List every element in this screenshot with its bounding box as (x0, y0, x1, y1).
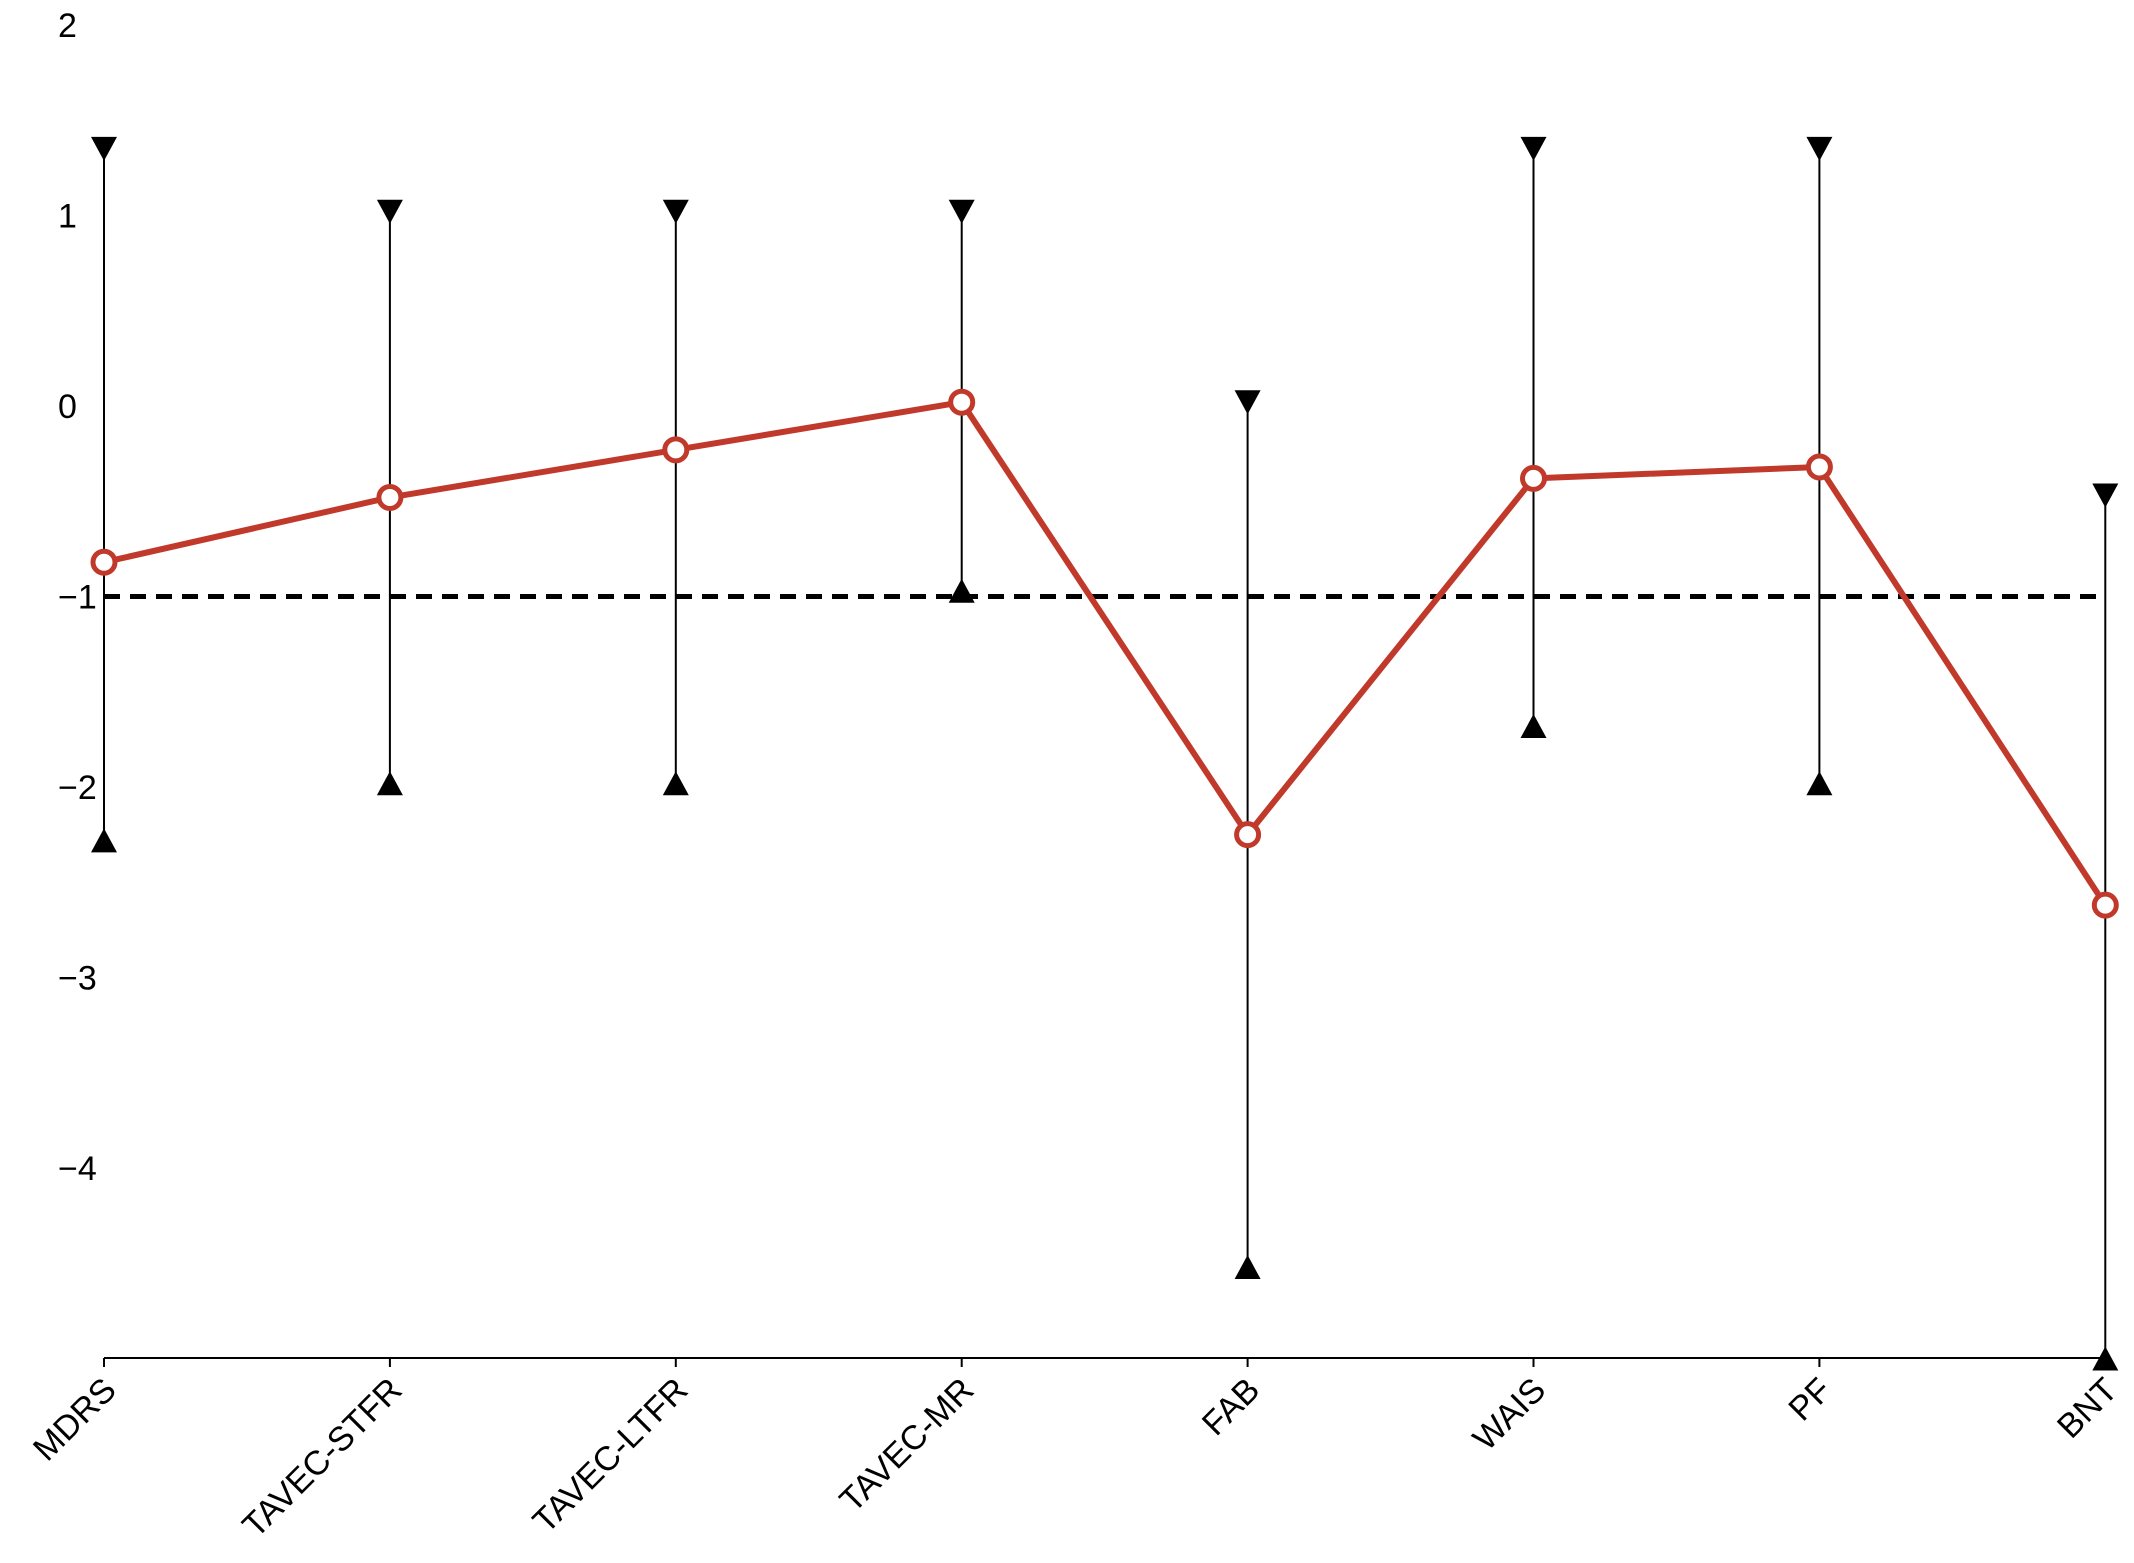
y-tick-label: 2 (58, 7, 77, 45)
error-bars (91, 136, 2119, 1371)
x-tick-label: BNT (2050, 1371, 2125, 1446)
error-bar-upper-cap (2092, 483, 2119, 508)
error-bar-lower-cap (662, 771, 689, 796)
error-bar-lower-cap (1806, 771, 1833, 796)
x-tick-label: TAVEC-MR (832, 1371, 981, 1520)
x-axis (103, 1357, 2107, 1367)
data-point (1805, 453, 1833, 481)
y-tick-label: 0 (58, 388, 77, 426)
y-tick-label: −1 (58, 579, 97, 617)
data-point (1520, 464, 1547, 492)
data-point (662, 436, 690, 464)
error-bar-upper-cap (948, 199, 975, 224)
x-tick-label: TAVEC-STFR (235, 1371, 409, 1545)
y-tick-label: −4 (58, 1150, 97, 1188)
series-layer (90, 388, 2119, 919)
data-point (1234, 821, 1262, 849)
x-tick-label: FAB (1195, 1371, 1267, 1443)
error-bar-lower-cap (1520, 714, 1547, 739)
y-tick-label: −2 (58, 769, 97, 807)
data-point (376, 483, 404, 511)
series-line (103, 399, 2108, 907)
x-tick-label: WAIS (1466, 1371, 1553, 1458)
error-bar-upper-cap (91, 136, 117, 161)
x-tick-label: TAVEC-LTFR (526, 1371, 696, 1541)
y-axis-labels: 2 1 0 −1 −2 −3 −4 (58, 7, 97, 1188)
x-tick-label: PF (1781, 1371, 1839, 1429)
y-tick-label: 1 (58, 198, 77, 236)
x-tick-label: MDRS (26, 1371, 124, 1469)
error-bar-upper-cap (662, 199, 689, 224)
x-axis-labels: MDRS TAVEC-STFR TAVEC-LTFR TAVEC-MR FAB WAIS P… (26, 1371, 2125, 1545)
y-tick-label: −3 (58, 960, 97, 998)
error-bar-upper-cap (1520, 136, 1547, 161)
error-bar-lower-cap (376, 771, 403, 796)
error-bar-lower-cap (948, 578, 975, 603)
data-point (948, 388, 976, 416)
error-bar-upper-cap (1806, 136, 1833, 161)
error-bar-upper-cap (1234, 390, 1261, 415)
error-bar-lower-cap (1234, 1255, 1261, 1280)
data-point (90, 548, 118, 576)
data-point (2091, 891, 2119, 919)
error-bar-upper-cap (376, 199, 403, 224)
error-bar-lower-cap (91, 828, 117, 853)
